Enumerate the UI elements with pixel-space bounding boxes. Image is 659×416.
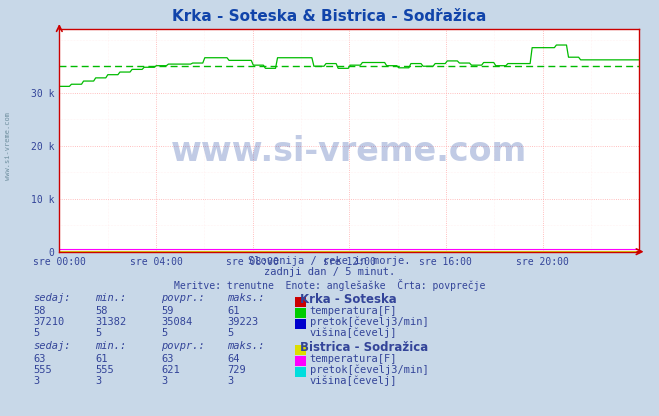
Text: 555: 555: [33, 365, 51, 375]
Text: Bistrica - Sodražica: Bistrica - Sodražica: [300, 341, 428, 354]
Text: 729: 729: [227, 365, 246, 375]
Text: 58: 58: [96, 306, 108, 316]
Text: 63: 63: [161, 354, 174, 364]
Text: 3: 3: [161, 376, 167, 386]
Text: Krka - Soteska: Krka - Soteska: [300, 293, 397, 306]
Text: 31382: 31382: [96, 317, 127, 327]
Text: pretok[čevelj3/min]: pretok[čevelj3/min]: [310, 317, 428, 327]
Text: 61: 61: [96, 354, 108, 364]
Text: povpr.:: povpr.:: [161, 341, 205, 351]
Text: 64: 64: [227, 354, 240, 364]
Text: višina[čevelj]: višina[čevelj]: [310, 376, 397, 386]
Text: www.si-vreme.com: www.si-vreme.com: [5, 111, 11, 180]
Text: sedaj:: sedaj:: [33, 341, 71, 351]
Text: 5: 5: [161, 328, 167, 338]
Text: 3: 3: [33, 376, 39, 386]
Text: 5: 5: [227, 328, 233, 338]
Text: min.:: min.:: [96, 341, 127, 351]
Text: 58: 58: [33, 306, 45, 316]
Text: 35084: 35084: [161, 317, 192, 327]
Text: 59: 59: [161, 306, 174, 316]
Text: 621: 621: [161, 365, 180, 375]
Text: pretok[čevelj3/min]: pretok[čevelj3/min]: [310, 365, 428, 375]
Text: 5: 5: [96, 328, 101, 338]
Text: temperatura[F]: temperatura[F]: [310, 354, 397, 364]
Text: 63: 63: [33, 354, 45, 364]
Text: maks.:: maks.:: [227, 293, 265, 303]
Text: www.si-vreme.com: www.si-vreme.com: [171, 135, 527, 168]
Text: 5: 5: [33, 328, 39, 338]
Text: Slovenija / reke in morje.: Slovenija / reke in morje.: [248, 256, 411, 266]
Text: Krka - Soteska & Bistrica - Sodřažica: Krka - Soteska & Bistrica - Sodřažica: [172, 9, 487, 24]
Text: temperatura[F]: temperatura[F]: [310, 306, 397, 316]
Text: višina[čevelj]: višina[čevelj]: [310, 328, 397, 338]
Text: 61: 61: [227, 306, 240, 316]
Text: min.:: min.:: [96, 293, 127, 303]
Text: Meritve: trenutne  Enote: anglešaške  Črta: povprečje: Meritve: trenutne Enote: anglešaške Črta…: [174, 279, 485, 291]
Text: povpr.:: povpr.:: [161, 293, 205, 303]
Text: 3: 3: [227, 376, 233, 386]
Text: 37210: 37210: [33, 317, 64, 327]
Text: sedaj:: sedaj:: [33, 293, 71, 303]
Text: 555: 555: [96, 365, 114, 375]
Text: 39223: 39223: [227, 317, 258, 327]
Text: zadnji dan / 5 minut.: zadnji dan / 5 minut.: [264, 267, 395, 277]
Text: maks.:: maks.:: [227, 341, 265, 351]
Text: 3: 3: [96, 376, 101, 386]
